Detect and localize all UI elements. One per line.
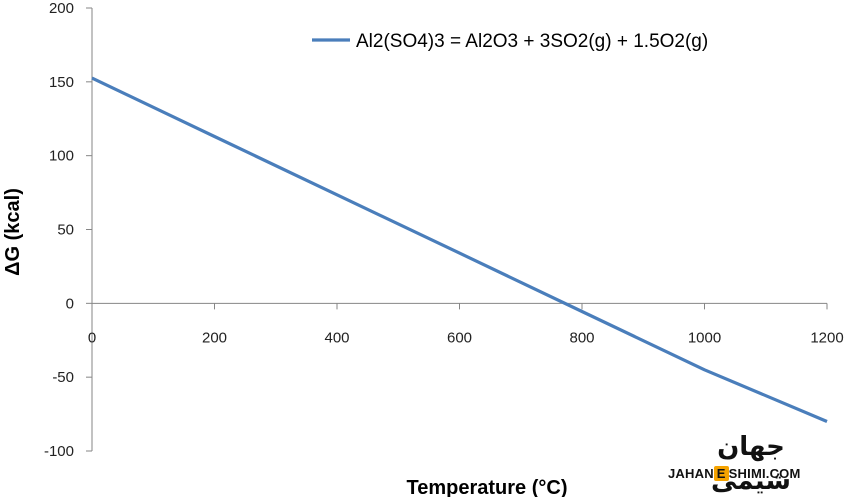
watermark-e: E: [713, 466, 729, 481]
y-tick-label: 150: [49, 74, 74, 91]
legend-label-0: Al2(SO4)3 = Al2O3 + 3SO2(g) + 1.5O2(g): [356, 31, 708, 52]
x-tick-label: 800: [569, 329, 594, 346]
watermark-left: JAHAN: [668, 466, 714, 481]
watermark-latin-text: JAHAN E SHIMI.COM: [668, 466, 828, 484]
x-tick-label: 1000: [688, 329, 721, 346]
watermark-right: SHIMI.COM: [728, 466, 801, 481]
x-tick-label: 400: [324, 329, 349, 346]
y-axis-title: ΔG (kcal): [2, 188, 24, 276]
watermark-persian-text: جهان شیمی: [711, 432, 791, 496]
x-tick-label: 200: [202, 329, 227, 346]
watermark-logo: جهان شیمی JAHAN E SHIMI.COM: [668, 430, 828, 496]
y-tick-label: -100: [44, 443, 74, 460]
y-tick-label: -50: [52, 369, 74, 386]
series-line-0: [91, 76, 828, 423]
y-tick-label: 0: [66, 295, 74, 312]
y-tick-label: 100: [49, 148, 74, 165]
x-tick-label: 600: [447, 329, 472, 346]
x-axis-title: Temperature (°C): [407, 477, 568, 497]
x-tick-label: 1200: [810, 329, 843, 346]
y-tick-label: 50: [57, 222, 74, 239]
y-tick-label: 200: [49, 0, 74, 17]
x-tick-label: 0: [88, 329, 96, 346]
